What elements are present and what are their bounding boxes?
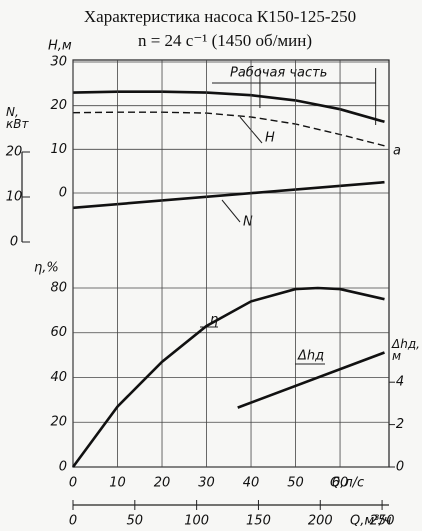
- x-tick-label: 50: [287, 476, 304, 491]
- x-tick-label: 60: [332, 476, 349, 491]
- y-axis-label: H,м: [48, 39, 72, 54]
- y2-tick-label: 10: [6, 190, 23, 205]
- y-tick-label: 10: [50, 142, 67, 157]
- y-tick-label: 40: [50, 370, 67, 385]
- y-tick-label: 0: [59, 460, 67, 475]
- curve: [72, 180, 385, 210]
- leader: [221, 199, 241, 223]
- x2-tick-label: 0: [69, 514, 77, 529]
- y2-tick-label: 20: [6, 145, 23, 160]
- curve-label: η: [210, 313, 218, 328]
- x-tick-label: 40: [243, 476, 260, 491]
- y2-tick-label: 4: [396, 375, 404, 390]
- chart-subtitle: n = 24 с⁻¹ (1450 об/мин): [138, 31, 312, 50]
- y-tick-label: 30: [50, 55, 67, 70]
- x2-tick-label: 50: [127, 514, 144, 529]
- x-tick-label: 20: [154, 476, 171, 491]
- y-tick-label: 80: [50, 280, 67, 295]
- y2-tick-label: 0: [10, 235, 18, 250]
- y2-tick-label: 0: [396, 460, 404, 475]
- curve-label: a: [393, 144, 401, 159]
- curve: [237, 351, 385, 409]
- chart-title: Характеристика насоса К150-125-250: [84, 7, 356, 26]
- x2-tick-label: 200: [308, 514, 333, 529]
- curve: [72, 90, 385, 124]
- curve-label: H: [265, 131, 275, 146]
- curve-label: Δhд: [297, 349, 324, 364]
- y2-axis-label: N, кВт: [6, 105, 29, 131]
- y-tick-label: 20: [50, 415, 67, 430]
- y-axis-label: η,%: [34, 261, 59, 276]
- y2-axis-label: Δhд, м: [392, 337, 420, 363]
- x-axis-label: Q,л/с: [330, 476, 364, 491]
- curve-label: N: [243, 215, 253, 230]
- x2-tick-label: 100: [184, 514, 209, 529]
- working-range-label: Рабочая часть: [230, 66, 327, 81]
- x2-tick-label: 250: [370, 514, 395, 529]
- y-tick-label: 60: [50, 325, 67, 340]
- y-tick-label: 20: [50, 98, 67, 113]
- curve: [71, 286, 385, 468]
- x2-tick-label: 150: [246, 514, 271, 529]
- y2-tick-label: 2: [396, 417, 404, 432]
- y-tick-label: 0: [59, 186, 67, 201]
- x2-axis-label: Q,м³/ч: [350, 514, 392, 529]
- plot-frame: [72, 59, 390, 468]
- x-tick-label: 30: [198, 476, 215, 491]
- curve: [72, 111, 385, 147]
- x-tick-label: 0: [69, 476, 77, 491]
- x-tick-label: 10: [109, 476, 126, 491]
